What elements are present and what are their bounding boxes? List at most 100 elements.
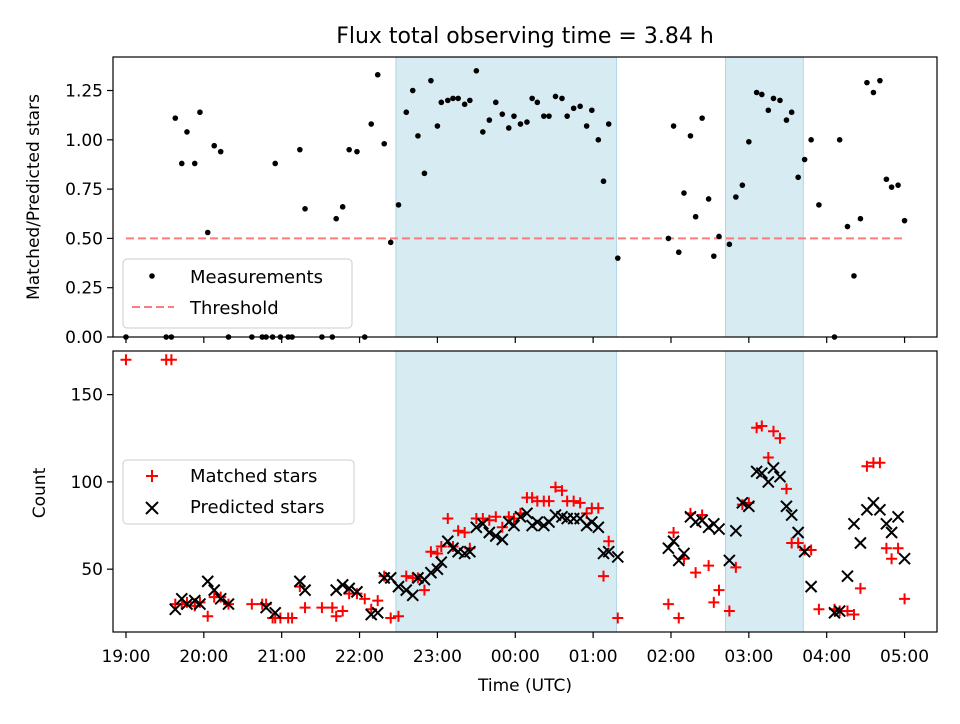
predicted-star-point — [885, 526, 898, 539]
matched-star-point — [359, 593, 371, 605]
predicted-star-point — [898, 552, 911, 565]
top-plot-marks — [123, 68, 908, 340]
predicted-star-point — [785, 508, 798, 522]
measurement-point — [746, 138, 752, 145]
x-tick-label: 22:00 — [335, 647, 384, 667]
matched-star-point — [792, 537, 804, 549]
predicted-star-point — [470, 521, 483, 534]
matched-star-point — [418, 584, 430, 596]
measurement-point — [564, 113, 570, 119]
legend-measurements-label: Measurements — [190, 267, 323, 288]
measurement-point — [844, 223, 851, 230]
measurement-point — [552, 93, 559, 100]
measurement-point — [467, 97, 473, 104]
measurement-point — [864, 79, 870, 86]
measurement-point — [354, 148, 360, 155]
predicted-star-point — [222, 597, 235, 611]
measurement-point — [493, 99, 499, 106]
matched-star-point — [713, 584, 725, 596]
x-tick-label: 01:00 — [569, 647, 618, 667]
measurement-point — [699, 115, 705, 121]
matched-star-point — [854, 582, 866, 594]
predicted-star-point — [431, 562, 444, 576]
measurement-point — [614, 255, 621, 261]
measurement-point — [368, 121, 375, 127]
matched-star-point — [326, 602, 338, 614]
x-tick-label: 00:00 — [491, 647, 540, 667]
measurement-point — [692, 213, 699, 220]
predicted-star-point — [667, 535, 680, 548]
predicted-star-point — [520, 507, 534, 520]
matched-star-point — [372, 595, 384, 607]
matched-star-point — [120, 354, 132, 366]
matched-star-point — [673, 612, 685, 624]
matched-star-point — [598, 570, 610, 582]
matched-star-point — [316, 602, 328, 614]
top-chart-title: Flux total observing time = 3.84 h — [336, 24, 714, 49]
measurement-point — [870, 89, 877, 96]
measurement-point — [801, 156, 808, 163]
measurement-point — [421, 170, 428, 177]
predicted-star-point — [201, 575, 214, 588]
predicted-star-point — [476, 517, 490, 530]
bottom-legend: Matched stars Predicted stars — [122, 459, 355, 525]
measurement-point — [675, 249, 682, 256]
measurement-point — [687, 133, 694, 139]
predicted-star-point — [841, 569, 854, 583]
measurement-point — [577, 103, 583, 110]
measurement-point — [346, 146, 352, 153]
predicted-star-point — [463, 545, 477, 558]
x-tick-label: 05:00 — [880, 647, 929, 667]
matched-star-point — [459, 527, 471, 539]
measurement-point — [455, 95, 461, 102]
measurement-point — [444, 97, 451, 104]
matched-star-point — [880, 542, 892, 554]
measurement-point — [428, 77, 434, 84]
predicted-star-point — [350, 585, 364, 599]
matched-star-point — [848, 609, 860, 621]
x-tick-label: 21:00 — [257, 647, 306, 667]
measurement-point — [333, 215, 339, 222]
matched-star-point — [886, 553, 898, 565]
matched-star-point — [756, 420, 768, 432]
measurement-point — [770, 95, 777, 102]
top-legend: Measurements Threshold — [122, 258, 353, 329]
matched-star-point — [892, 542, 904, 554]
measurement-point — [583, 123, 590, 129]
predicted-star-point — [169, 603, 182, 616]
predicted-star-point — [755, 466, 769, 480]
measurement-point — [374, 71, 381, 78]
matched-star-point — [774, 432, 786, 444]
measurement-point — [788, 109, 795, 116]
measurement-point — [191, 160, 198, 167]
matched-star-point — [723, 605, 735, 617]
predicted-star-point — [507, 519, 521, 532]
matched-star-point — [813, 603, 825, 615]
matched-star-point — [215, 591, 227, 603]
measurement-point — [415, 133, 421, 139]
predicted-star-point — [424, 566, 438, 579]
legend-matched-label: Matched stars — [190, 466, 317, 487]
matched-star-point — [549, 481, 561, 493]
measurement-point — [409, 87, 416, 94]
predicted-star-point — [742, 500, 756, 513]
matched-star-point — [603, 535, 615, 547]
bottom-shaded-interval-1 — [724, 350, 804, 633]
matched-star-point — [246, 598, 258, 610]
matched-star-point — [574, 497, 586, 509]
predicted-star-point — [336, 578, 349, 592]
measurement-point — [403, 109, 410, 116]
predicted-star-point — [677, 547, 691, 560]
x-tick-label: 20:00 — [179, 647, 228, 667]
matched-star-point — [703, 560, 715, 572]
matched-star-point — [477, 513, 489, 525]
measurement-point — [473, 68, 480, 74]
matched-star-point — [165, 354, 177, 366]
matched-star-point — [181, 596, 193, 608]
measurement-point — [395, 202, 402, 208]
matched-star-point — [452, 525, 464, 537]
matched-star-point — [330, 610, 342, 622]
matched-star-point — [337, 605, 349, 617]
matched-star-point — [841, 605, 853, 617]
bottom-x-axis-label: Time (UTC) — [477, 676, 572, 696]
